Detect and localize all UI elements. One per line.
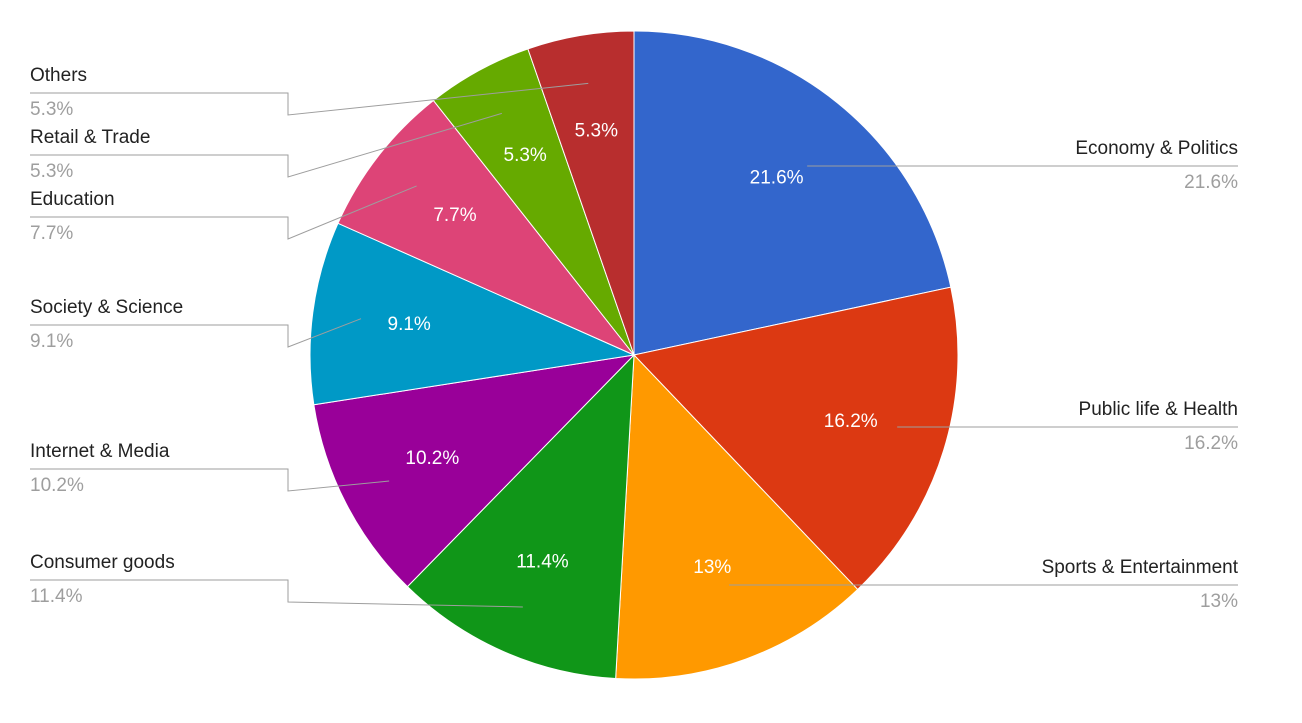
category-label: Others: [30, 65, 87, 86]
leader-line: [30, 112, 502, 178]
percent-label: 13%: [1200, 591, 1238, 612]
slice-label: 5.3%: [575, 120, 618, 141]
percent-label: 21.6%: [1184, 172, 1238, 193]
category-label: Society & Science: [30, 297, 183, 318]
percent-label: 5.3%: [30, 161, 73, 182]
slice-label: 5.3%: [504, 145, 547, 166]
slice-label: 13%: [693, 557, 731, 578]
percent-label: 10.2%: [30, 475, 84, 496]
pie-slice: [615, 353, 859, 680]
leader-line: [30, 468, 390, 492]
slice-label: 16.2%: [824, 411, 878, 432]
slice-label: 11.4%: [516, 552, 569, 573]
pie-slice: [309, 222, 636, 406]
category-label: Economy & Politics: [1075, 138, 1238, 159]
slice-label: 9.1%: [388, 314, 431, 335]
pie-slice: [527, 30, 635, 356]
category-label: Internet & Media: [30, 441, 170, 462]
pie-slice: [633, 30, 952, 356]
slice-label: 7.7%: [433, 205, 476, 226]
percent-label: 5.3%: [30, 99, 73, 120]
slice-label: 21.6%: [750, 168, 804, 189]
pie-slice: [633, 286, 959, 591]
percent-label: 9.1%: [30, 331, 73, 352]
percent-label: 11.4%: [30, 586, 83, 607]
leader-line: [30, 82, 589, 116]
percent-label: 16.2%: [1184, 433, 1238, 454]
leader-line: [30, 185, 417, 240]
leader-line: [30, 318, 362, 348]
percent-label: 7.7%: [30, 223, 73, 244]
leader-line: [30, 579, 523, 608]
category-label: Retail & Trade: [30, 127, 150, 148]
pie-slice: [406, 353, 635, 680]
category-label: Sports & Entertainment: [1042, 557, 1239, 578]
slice-label: 10.2%: [405, 448, 459, 469]
category-label: Consumer goods: [30, 552, 175, 573]
pie-slice: [313, 354, 636, 588]
category-label: Education: [30, 189, 115, 210]
category-label: Public life & Health: [1079, 399, 1238, 420]
